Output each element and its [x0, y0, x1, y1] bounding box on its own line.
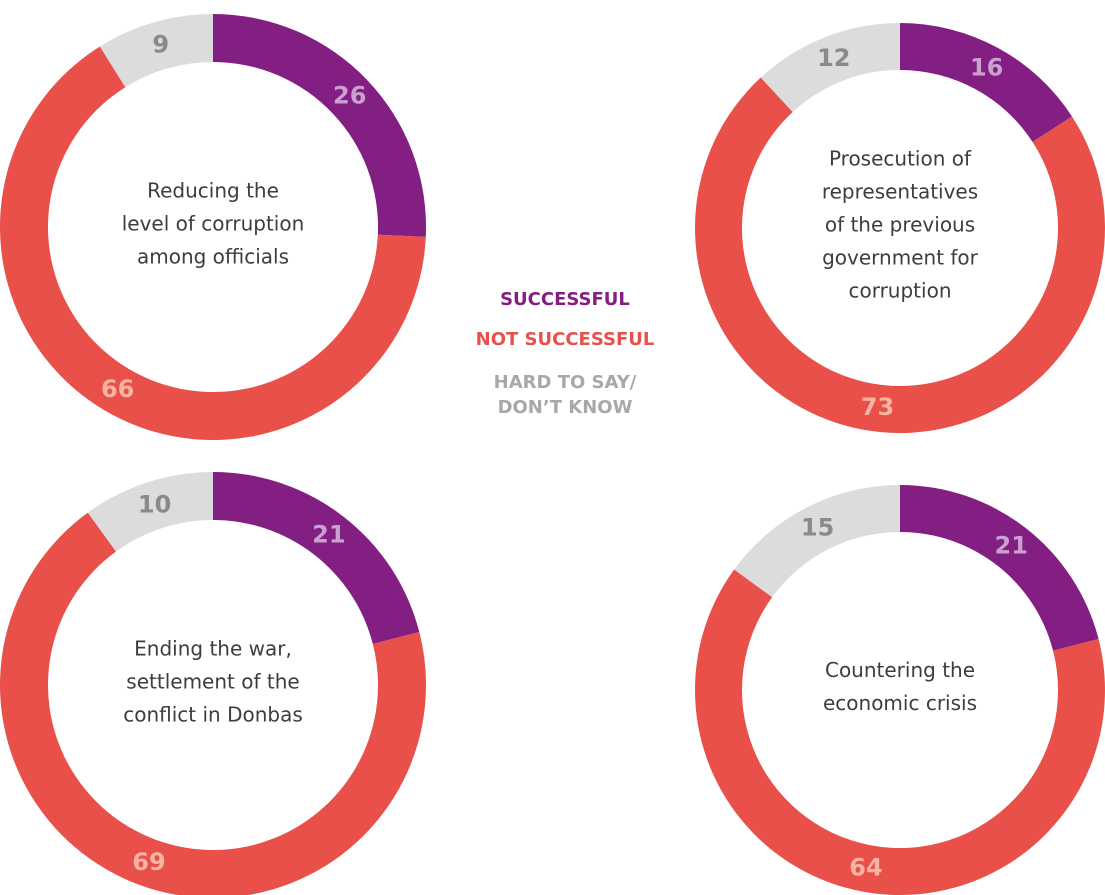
center-label: Prosecution of	[829, 147, 972, 171]
center-label: economic crisis	[823, 691, 977, 715]
value-label: 9	[152, 30, 169, 58]
center-label: among officials	[137, 245, 289, 269]
donut-segment	[734, 485, 900, 598]
donut-segment	[760, 23, 900, 113]
legend-label: DON’T KNOW	[498, 397, 633, 418]
donut-segment	[900, 23, 1072, 143]
center-label: representatives	[822, 180, 978, 204]
donut-segment	[695, 569, 1105, 895]
center-label: Ending the war,	[134, 637, 292, 661]
center-label: of the previous	[825, 213, 975, 237]
value-label: 26	[333, 82, 366, 110]
value-label: 69	[132, 848, 165, 876]
value-label: 73	[861, 393, 894, 421]
value-label: 66	[101, 375, 134, 403]
center-label: settlement of the	[126, 670, 299, 694]
value-label: 10	[138, 490, 171, 518]
center-label: Countering the	[825, 658, 975, 682]
donut-segment	[695, 77, 1105, 433]
legend-label: HARD TO SAY/	[494, 372, 637, 393]
value-label: 15	[801, 513, 834, 541]
legend-label: SUCCESSFUL	[500, 289, 630, 310]
legend-label: NOT SUCCESSFUL	[476, 329, 655, 350]
donut-segment	[900, 485, 1099, 651]
value-label: 12	[817, 44, 850, 72]
value-label: 21	[312, 521, 345, 549]
center-label: corruption	[848, 279, 951, 303]
donut-segment	[213, 472, 420, 644]
value-label: 16	[970, 54, 1003, 82]
donut-segment	[87, 472, 213, 552]
center-label: Reducing the	[147, 179, 279, 203]
value-label: 64	[849, 853, 882, 881]
donut-segment	[213, 14, 426, 237]
center-label: conflict in Donbas	[123, 703, 303, 727]
value-label: 21	[995, 532, 1028, 560]
center-label: government for	[822, 246, 979, 270]
center-label: level of corruption	[122, 212, 305, 236]
donut-segment	[99, 14, 213, 88]
